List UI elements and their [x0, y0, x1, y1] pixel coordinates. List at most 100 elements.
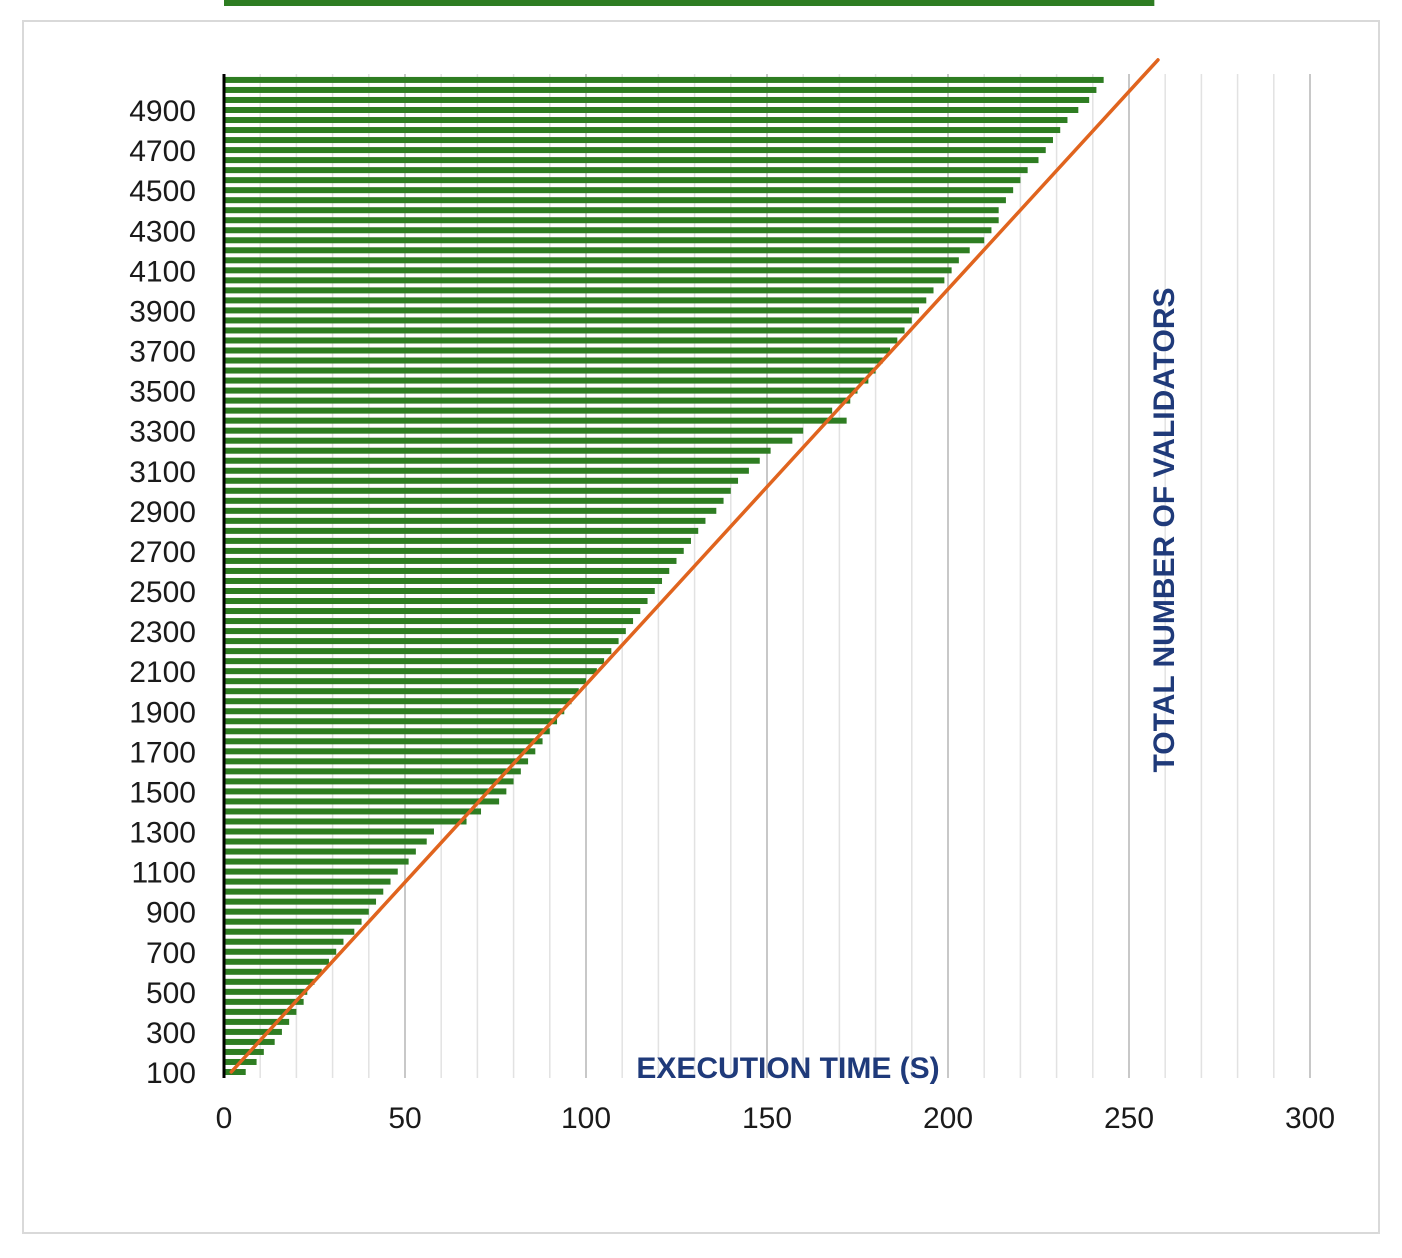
trend-line-group	[229, 58, 1160, 1074]
bar	[224, 467, 749, 474]
bar	[224, 517, 706, 524]
bar	[224, 447, 771, 454]
x-tick-label: 50	[388, 1102, 421, 1135]
bar	[224, 748, 536, 755]
bar	[224, 277, 945, 284]
y-tick-label: 2300	[129, 616, 196, 649]
y-tick-label: 4300	[129, 215, 196, 248]
bar	[224, 577, 663, 584]
x-tick-label: 250	[1104, 1102, 1154, 1135]
y-tick-label: 1700	[129, 736, 196, 769]
y-tick-labels: 100 300 500 700 900 1100 1300 1500 1700 1900 2100 2…	[129, 95, 196, 1090]
bar	[224, 247, 970, 254]
bar	[224, 838, 427, 845]
bar	[224, 207, 999, 214]
y-tick-label: 1300	[129, 817, 196, 850]
bar	[224, 928, 355, 935]
bar	[224, 618, 634, 625]
x-tick-label: 300	[1285, 1102, 1335, 1135]
bar	[224, 127, 1061, 134]
bar	[224, 137, 1053, 144]
bar	[224, 327, 905, 334]
bar	[224, 487, 731, 494]
bar	[224, 477, 739, 484]
bar	[224, 638, 619, 645]
bar	[224, 738, 543, 745]
y-tick-label: 900	[146, 897, 196, 930]
x-tick-label: 100	[561, 1102, 611, 1135]
bar	[224, 728, 550, 735]
y-tick-label: 500	[146, 977, 196, 1010]
bar	[224, 367, 876, 374]
bar	[224, 427, 804, 434]
bar	[224, 818, 467, 825]
bar	[224, 117, 1068, 124]
bar	[224, 86, 1097, 93]
bar	[224, 978, 315, 985]
bar	[224, 908, 369, 915]
bar	[224, 567, 670, 574]
y-tick-label: 300	[146, 1017, 196, 1050]
bar	[224, 678, 586, 685]
bar	[224, 257, 959, 264]
bar	[224, 1018, 290, 1025]
y-tick-label: 4100	[129, 255, 196, 288]
bar	[224, 768, 521, 775]
bar	[224, 1069, 246, 1075]
bar	[224, 988, 308, 995]
x-axis-title: EXECUTION TIME (S)	[636, 1052, 939, 1085]
bar	[224, 377, 869, 384]
bar	[224, 507, 717, 514]
bar	[224, 437, 793, 444]
y-tick-label: 1500	[129, 776, 196, 809]
bar	[224, 948, 337, 955]
bar	[224, 0, 1155, 6]
y-tick-label: 4700	[129, 135, 196, 168]
bar	[224, 958, 329, 965]
bar	[224, 628, 626, 635]
bar	[224, 307, 920, 314]
y-tick-label: 2100	[129, 656, 196, 689]
bar	[224, 688, 579, 695]
y-tick-label: 100	[146, 1057, 196, 1090]
bar	[224, 147, 1046, 154]
bar	[224, 788, 507, 795]
bar	[224, 96, 1090, 103]
y-tick-label: 1900	[129, 696, 196, 729]
bar	[224, 227, 992, 234]
bar	[224, 107, 1079, 113]
y-tick-label: 3500	[129, 376, 196, 409]
bar	[224, 457, 760, 464]
x-tick-label: 0	[216, 1102, 233, 1135]
bar	[224, 347, 891, 354]
bar	[224, 157, 1039, 164]
bar	[224, 698, 572, 705]
bar	[224, 658, 605, 665]
y-tick-label: 3300	[129, 416, 196, 449]
bar	[224, 297, 927, 304]
bar	[224, 187, 1014, 194]
bar	[224, 357, 883, 364]
bar	[224, 718, 558, 725]
bar	[224, 708, 565, 715]
y-tick-label: 700	[146, 937, 196, 970]
bar	[224, 938, 344, 945]
bar	[224, 197, 1006, 204]
bar	[224, 237, 985, 244]
bar	[224, 537, 691, 544]
bar	[224, 217, 999, 224]
bar	[224, 798, 500, 805]
bar	[224, 918, 362, 925]
x-tick-labels: 0 50 100 150 200 250 300	[216, 1102, 1335, 1135]
bar	[224, 858, 409, 865]
bar	[224, 898, 377, 905]
bar	[224, 878, 391, 885]
bar	[224, 177, 1021, 184]
y-tick-label: 4500	[129, 175, 196, 208]
bar	[224, 76, 1104, 83]
bar	[224, 648, 612, 655]
y-axis-title: TOTAL NUMBER OF VALIDATORS	[1148, 288, 1181, 773]
y-tick-label: 1100	[131, 857, 196, 890]
bar	[224, 1008, 297, 1015]
